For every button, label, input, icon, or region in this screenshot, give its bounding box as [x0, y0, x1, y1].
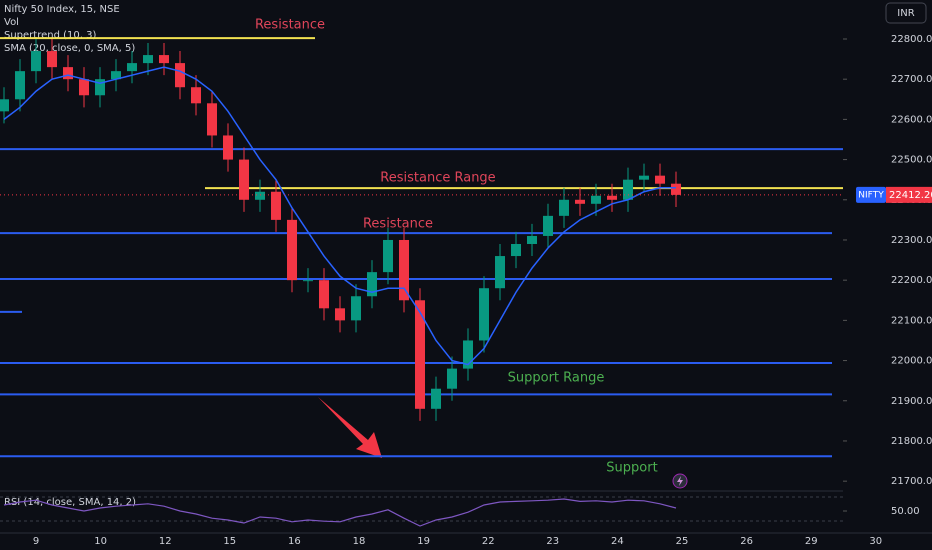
y-tick-label: 22300.00 [891, 235, 932, 246]
indicator-label: Supertrend (10, 3) [4, 30, 96, 41]
candle-body [559, 199, 569, 216]
arrow [318, 397, 382, 458]
y-tick-label: 22600.00 [891, 114, 932, 125]
annotation: Support Range [508, 371, 605, 386]
candle-body [511, 243, 521, 257]
candle-body [591, 195, 601, 204]
candle-body [127, 63, 137, 72]
x-tick-label: 23 [546, 536, 559, 547]
candle-body [351, 296, 361, 321]
candle-body [447, 368, 457, 389]
candle-body [463, 340, 473, 369]
annotation: Resistance [363, 217, 433, 232]
x-tick-label: 19 [417, 536, 430, 547]
y-tick-label: 22100.00 [891, 315, 932, 326]
y-tick-label: 22500.00 [891, 155, 932, 166]
x-tick-label: 30 [869, 536, 882, 547]
candle-body [191, 87, 201, 104]
price-tag-name [856, 186, 886, 203]
candle-body [63, 67, 73, 80]
candle-body [31, 51, 41, 72]
indicator-label: Vol [4, 17, 19, 28]
candle-body [415, 300, 425, 409]
y-tick-label: 21900.00 [891, 396, 932, 407]
candle-body [271, 191, 281, 220]
candle-body [239, 159, 249, 200]
candle-body [159, 55, 169, 64]
y-tick-label: 21800.00 [891, 436, 932, 447]
candle-body [175, 63, 185, 88]
candle-body [383, 239, 393, 273]
x-tick-label: 12 [159, 536, 172, 547]
candle-body [79, 79, 89, 96]
annotation: Resistance Range [380, 171, 495, 186]
sma-line [3, 66, 676, 366]
y-tick-label: 22800.00 [891, 34, 932, 45]
candle-body [143, 55, 153, 64]
candle-body [431, 388, 441, 409]
candle-body [47, 51, 57, 68]
x-tick-label: 22 [482, 536, 495, 547]
candle-body [607, 195, 617, 200]
x-tick-label: 10 [94, 536, 107, 547]
y-tick-label: 22000.00 [891, 356, 932, 367]
indicator-label: SMA (20, close, 0, SMA, 5) [4, 43, 135, 54]
x-tick-label: 9 [33, 536, 39, 547]
x-tick-label: 25 [676, 536, 689, 547]
y-tick-label: 22200.00 [891, 275, 932, 286]
price-tag [886, 186, 932, 203]
event-icon-bolt [677, 476, 683, 486]
candle-body [671, 183, 681, 195]
currency-label: INR [897, 8, 914, 19]
rsi-label: RSI (14, close, SMA, 14, 2) [4, 497, 136, 508]
x-tick-label: 29 [805, 536, 818, 547]
candle-body [95, 79, 105, 96]
y-tick-label: 21700.00 [891, 476, 932, 487]
annotation: Support [606, 461, 657, 476]
candle-body [287, 219, 297, 281]
candle-body [367, 272, 377, 297]
x-tick-label: 18 [353, 536, 366, 547]
candle-body [527, 235, 537, 244]
price-tag-text: 22412.20 [889, 190, 932, 201]
candle-body [15, 71, 25, 100]
rsi-tick-label: 50.00 [891, 506, 920, 517]
annotation: Resistance [255, 18, 325, 33]
candle-body [223, 135, 233, 160]
candle-body [543, 215, 553, 236]
candle-body [0, 99, 9, 112]
candle-body [479, 288, 489, 341]
candle-body [655, 175, 665, 184]
chart-title: Nifty 50 Index, 15, NSE [4, 4, 120, 15]
currency-button[interactable] [885, 2, 927, 24]
x-tick-label: 26 [740, 536, 753, 547]
candle-body [495, 256, 505, 289]
price-tag-name-text: NIFTY [858, 190, 884, 200]
candle-body [207, 103, 217, 136]
candle-body [303, 280, 313, 282]
candle-body [319, 280, 329, 309]
candle-body [111, 71, 121, 80]
candle-body [255, 191, 265, 200]
x-tick-label: 24 [611, 536, 624, 547]
rsi-line [3, 498, 677, 527]
x-tick-label: 16 [288, 536, 301, 547]
x-tick-label: 15 [223, 536, 236, 547]
candle-body [399, 239, 409, 301]
y-tick-label: 22700.00 [891, 74, 932, 85]
candle-body [575, 199, 585, 204]
candle-body [639, 175, 649, 180]
candle-body [623, 179, 633, 200]
candle-body [335, 308, 345, 321]
